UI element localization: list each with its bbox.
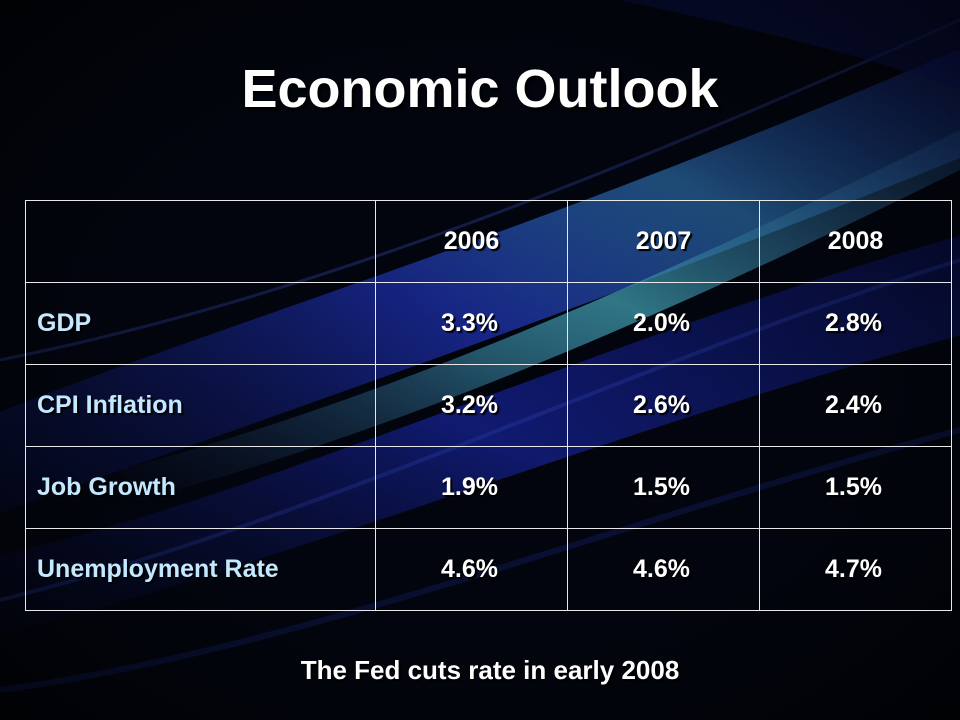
table-row-unemployment-rate: Unemployment Rate 4.6% 4.6% 4.7% bbox=[25, 528, 952, 611]
table-header-corner bbox=[25, 200, 376, 283]
row-label-unemployment-rate: Unemployment Rate bbox=[25, 528, 376, 611]
table-cell: 2.4% bbox=[759, 364, 952, 447]
table-header-2007: 2007 bbox=[567, 200, 760, 283]
table-row-gdp: GDP 3.3% 2.0% 2.8% bbox=[25, 282, 952, 365]
table-cell: 3.3% bbox=[375, 282, 568, 365]
table-cell: 1.5% bbox=[567, 446, 760, 529]
table-cell: 1.9% bbox=[375, 446, 568, 529]
table-cell: 1.5% bbox=[759, 446, 952, 529]
row-label-job-growth: Job Growth bbox=[25, 446, 376, 529]
table-cell: 4.7% bbox=[759, 528, 952, 611]
table-row-cpi-inflation: CPI Inflation 3.2% 2.6% 2.4% bbox=[25, 364, 952, 447]
table-cell: 2.6% bbox=[567, 364, 760, 447]
slide-title: Economic Outlook bbox=[241, 59, 719, 119]
slide-footnote: The Fed cuts rate in early 2008 bbox=[300, 655, 680, 685]
economic-outlook-table: 2006 2007 2008 GDP 3.3% 2.0% 2.8% CPI In… bbox=[25, 200, 952, 611]
table-cell: 4.6% bbox=[375, 528, 568, 611]
table-header-2008: 2008 bbox=[759, 200, 952, 283]
row-label-gdp: GDP bbox=[25, 282, 376, 365]
row-label-cpi-inflation: CPI Inflation bbox=[25, 364, 376, 447]
table-cell: 3.2% bbox=[375, 364, 568, 447]
table-header-2006: 2006 bbox=[375, 200, 568, 283]
table-cell: 4.6% bbox=[567, 528, 760, 611]
table-cell: 2.0% bbox=[567, 282, 760, 365]
table-cell: 2.8% bbox=[759, 282, 952, 365]
table-header-row: 2006 2007 2008 bbox=[25, 200, 952, 283]
table-row-job-growth: Job Growth 1.9% 1.5% 1.5% bbox=[25, 446, 952, 529]
